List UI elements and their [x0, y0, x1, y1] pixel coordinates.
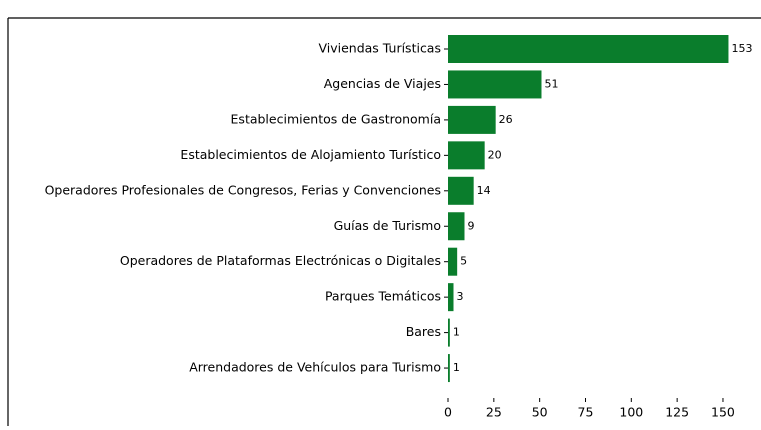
x-tick-label: 0: [444, 405, 452, 420]
value-label: 153: [731, 42, 752, 55]
bar: [448, 35, 729, 63]
y-tick-label: Establecimientos de Gastronomía: [231, 111, 441, 126]
value-label: 26: [499, 113, 513, 126]
y-tick-label: Guías de Turismo: [334, 218, 441, 233]
y-tick-label: Viviendas Turísticas: [318, 41, 441, 56]
value-label: 51: [544, 77, 558, 90]
y-tick-label: Establecimientos de Alojamiento Turístic…: [180, 147, 441, 162]
bar: [448, 212, 465, 241]
value-label: 9: [467, 219, 474, 232]
bar: [448, 354, 450, 383]
y-tick-label: Agencias de Viajes: [324, 76, 441, 91]
x-tick-label: 150: [711, 405, 735, 420]
y-tick-label: Operadores Profesionales de Congresos, F…: [45, 182, 441, 197]
y-tick-label: Bares: [406, 324, 441, 339]
bar: [448, 247, 458, 276]
value-label: 1: [453, 326, 460, 339]
value-label: 1: [453, 361, 460, 374]
value-label: 14: [477, 184, 491, 197]
value-label: 20: [488, 148, 502, 161]
bar: [448, 283, 454, 312]
value-label: 5: [460, 255, 467, 268]
bar: [448, 176, 474, 205]
y-tick-label: Parques Temáticos: [325, 289, 441, 304]
bar: [448, 141, 485, 170]
y-tick-label: Arrendadores de Vehículos para Turismo: [189, 360, 441, 375]
y-tick-label: Operadores de Plataformas Electrónicas o…: [120, 253, 441, 268]
x-tick-label: 75: [578, 405, 594, 420]
value-label: 3: [456, 290, 463, 303]
x-tick-label: 50: [532, 405, 548, 420]
bar: [448, 105, 496, 134]
bar: [448, 70, 542, 99]
bar: [448, 318, 450, 347]
x-tick-label: 25: [486, 405, 502, 420]
x-tick-label: 125: [665, 405, 689, 420]
x-tick-label: 100: [619, 405, 643, 420]
